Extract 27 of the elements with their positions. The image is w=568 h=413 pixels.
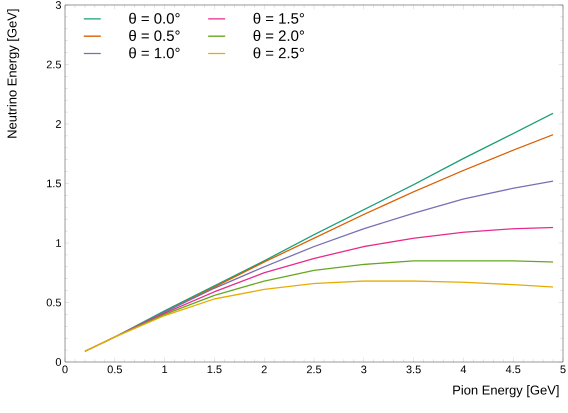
y-tick-label: 0.5 bbox=[46, 298, 62, 306]
y-tick-label: 1 bbox=[56, 239, 61, 247]
y-axis-title: Neutrino Energy [GeV] bbox=[7, 9, 20, 138]
legend-label: θ = 2.5° bbox=[254, 47, 304, 58]
x-tick-label: 0.5 bbox=[108, 366, 122, 374]
x-tick-label: 1.5 bbox=[208, 366, 222, 374]
x-tick-label: 1 bbox=[162, 366, 168, 374]
x-tick-label: 3.5 bbox=[406, 366, 421, 374]
x-tick-label: 2.5 bbox=[306, 366, 322, 374]
y-tick-label: 1.5 bbox=[47, 180, 62, 188]
x-axis-title: Pion Energy [GeV] bbox=[453, 385, 559, 398]
x-tick-label: 0 bbox=[62, 366, 68, 374]
x-tick-label: 5 bbox=[560, 366, 566, 374]
legend-label: θ = 0.5° bbox=[129, 30, 180, 42]
y-tick-label: 3 bbox=[56, 1, 61, 9]
x-tick-label: 2 bbox=[262, 366, 267, 374]
x-tick-label: 3 bbox=[361, 366, 366, 374]
legend-label: θ = 1.5° bbox=[254, 12, 304, 24]
y-tick-label: 0 bbox=[56, 358, 62, 366]
legend-label: θ = 1.0° bbox=[129, 47, 180, 58]
y-tick-label: 2.5 bbox=[46, 60, 62, 68]
legend-label: θ = 0.0° bbox=[129, 12, 180, 24]
line-series bbox=[84, 280, 554, 352]
x-tick-label: 4 bbox=[460, 366, 466, 374]
x-tick-label: 4.5 bbox=[506, 366, 520, 374]
legend-label: θ = 2.0° bbox=[254, 30, 304, 42]
y-tick-label: 2 bbox=[56, 120, 61, 128]
